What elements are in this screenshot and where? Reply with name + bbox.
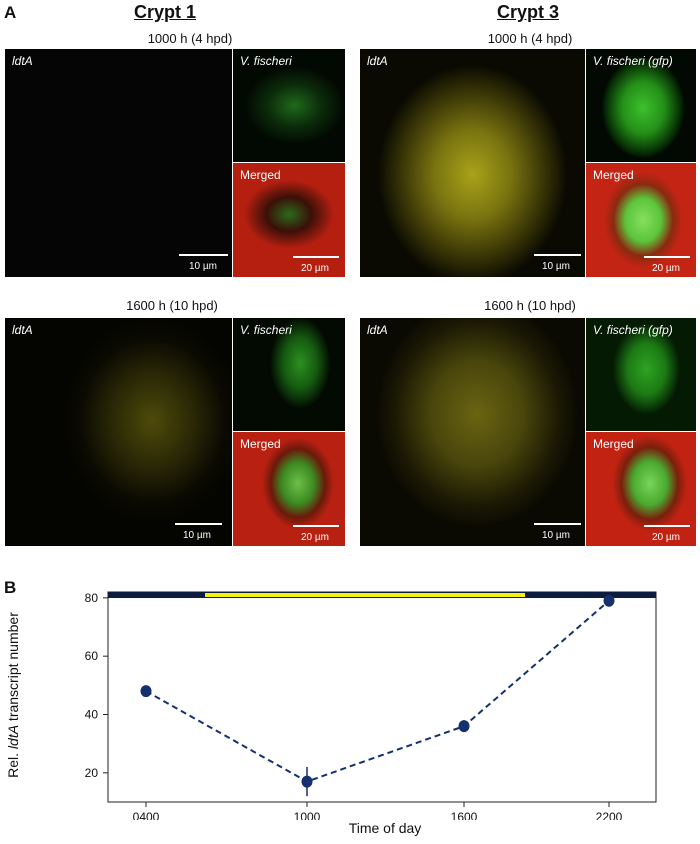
panel-a-letter: A (4, 3, 17, 22)
crypt-3-time-1600: 1600 h (10 hpd) (484, 298, 576, 313)
series-line (145, 599, 610, 783)
scale-bar-line (534, 523, 581, 525)
x-axis-label: Time of day (348, 820, 422, 836)
crypt-1-time-1000: 1000 h (4 hpd) (147, 31, 233, 46)
scale-bar-label: 10 µm (183, 530, 211, 541)
x-tick-label: 1000 (294, 810, 321, 820)
crypt3-1000-vfischeri-gfp-image: V. fischeri (gfp) (586, 49, 696, 162)
scale-bar-line (175, 523, 222, 525)
crypt-3-time-1000: 1000 h (4 hpd) (487, 31, 573, 46)
crypt3-1600-vfischeri-gfp-image: V. fischeri (gfp) (586, 318, 696, 431)
merged-label: Merged (240, 168, 281, 182)
crypt1-1600-ldtA-image: ldtA 10 µm (5, 318, 232, 546)
scale-bar-line (293, 525, 339, 527)
y-tick-label: 60 (85, 649, 99, 663)
crypt1-1000-ldtA-image: ldtA 10 µm (5, 49, 232, 277)
ldtA-label: ldtA (12, 54, 33, 68)
data-point (603, 594, 615, 607)
scale-bar-label: 10 µm (542, 530, 570, 541)
vfischeri-label: V. fischeri (240, 323, 292, 337)
scale-bar-label: 20 µm (652, 263, 680, 274)
scale-bar-line (179, 254, 228, 256)
x-tick-label: 0400 (133, 810, 160, 820)
x-tick-label: 2200 (596, 810, 623, 820)
scale-bar-label: 20 µm (301, 263, 329, 274)
scale-bar-line (644, 256, 690, 258)
data-point (458, 720, 470, 733)
crypt-1-time-1600: 1600 h (10 hpd) (126, 298, 218, 313)
plot-frame (107, 591, 657, 803)
merged-label: Merged (593, 168, 634, 182)
scale-bar-label: 10 µm (542, 261, 570, 272)
crypt1-1600-merged-image: Merged 20 µm (233, 432, 345, 546)
crypt3-1600-ldtA-image: ldtA 10 µm (360, 318, 585, 546)
y-tick-label: 80 (85, 591, 99, 605)
scale-bar-label: 20 µm (301, 532, 329, 543)
ldtA-label: ldtA (367, 323, 388, 337)
scale-bar-line (644, 525, 690, 527)
merged-label: Merged (240, 437, 281, 451)
scale-bar-line (293, 256, 339, 258)
panel-b-letter: B (4, 578, 17, 597)
x-tick-label: 1600 (451, 810, 478, 820)
y-tick-label: 40 (85, 708, 99, 722)
crypt3-1000-merged-image: Merged 20 µm (586, 163, 696, 277)
crypt1-1000-vfischeri-image: V. fischeri (233, 49, 345, 162)
scale-bar-label: 20 µm (652, 532, 680, 543)
crypt-1-title: Crypt 1 (133, 2, 196, 22)
scale-bar-label: 10 µm (189, 261, 217, 272)
y-tick-label: 20 (85, 766, 99, 780)
ldtA-label: ldtA (367, 54, 388, 68)
merged-label: Merged (593, 437, 634, 451)
light-bar (205, 593, 525, 597)
data-point (301, 775, 313, 788)
vfischeri-label: V. fischeri (240, 54, 292, 68)
crypt-3-title: Crypt 3 (496, 2, 559, 22)
line-chart: 20 40 60 80 0400 1000 1600 2200 (85, 591, 657, 820)
vfischeri-gfp-label: V. fischeri (gfp) (593, 54, 673, 68)
crypt3-1000-ldtA-image: ldtA 10 µm (360, 49, 585, 277)
crypt3-1600-merged-image: Merged 20 µm (586, 432, 696, 546)
crypt1-1000-merged-image: Merged 20 µm (233, 163, 345, 277)
data-point (140, 685, 152, 698)
crypt1-1600-vfischeri-image: V. fischeri (233, 318, 345, 431)
ldtA-label: ldtA (12, 323, 33, 337)
vfischeri-gfp-label: V. fischeri (gfp) (593, 323, 673, 337)
scale-bar-line (534, 254, 581, 256)
